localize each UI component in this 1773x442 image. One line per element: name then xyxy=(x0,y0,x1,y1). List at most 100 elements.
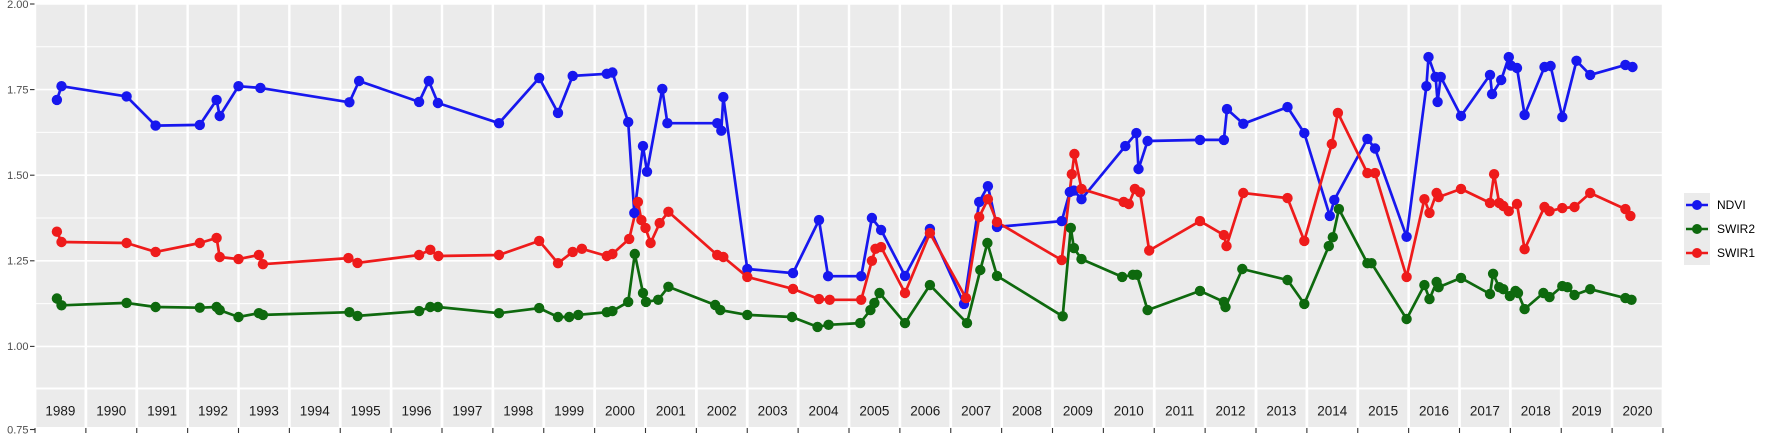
data-point xyxy=(856,271,867,282)
data-point xyxy=(1282,274,1293,286)
year-label: 1999 xyxy=(554,404,584,419)
data-point xyxy=(1625,210,1636,222)
data-point xyxy=(974,196,985,208)
year-strip-box xyxy=(1104,389,1153,427)
series-points-SWIR1 xyxy=(51,107,1636,305)
data-point xyxy=(1519,109,1530,121)
data-point xyxy=(629,207,640,219)
data-point xyxy=(899,270,911,282)
data-point xyxy=(433,250,444,262)
year-label: 2011 xyxy=(1165,404,1194,419)
data-point xyxy=(607,67,618,78)
legend-label-swir1: SWIR1 xyxy=(1717,246,1756,260)
year-strip-box xyxy=(850,389,899,427)
data-point xyxy=(663,281,674,292)
legend-entry-swir2: SWIR2 xyxy=(1684,217,1755,241)
data-point xyxy=(352,310,363,322)
data-point xyxy=(1324,210,1336,222)
data-point xyxy=(56,81,67,92)
data-point xyxy=(425,244,436,255)
legend-label-ndvi: NDVI xyxy=(1717,198,1746,212)
data-point xyxy=(1326,138,1338,150)
data-point xyxy=(1362,133,1373,145)
data-point xyxy=(534,302,545,314)
year-strip-box xyxy=(1359,389,1408,427)
year-label: 2012 xyxy=(1216,404,1246,419)
year-label: 2005 xyxy=(859,404,889,419)
data-point xyxy=(552,258,564,269)
y-axis-label: 2.00 xyxy=(7,0,28,11)
legend-entry-ndvi: NDVI xyxy=(1684,193,1755,217)
data-point xyxy=(1299,127,1310,139)
data-point xyxy=(353,75,365,87)
year-strip-box xyxy=(189,389,238,427)
data-point xyxy=(742,271,753,283)
data-point xyxy=(1544,291,1555,303)
data-point xyxy=(1056,254,1067,266)
data-point xyxy=(1585,69,1596,81)
series-points-SWIR2 xyxy=(51,203,1637,333)
data-point xyxy=(121,297,132,309)
data-point xyxy=(121,237,132,249)
year-label: 1998 xyxy=(503,404,533,419)
data-point xyxy=(1401,231,1412,242)
data-point xyxy=(413,305,425,317)
data-point xyxy=(787,283,799,295)
data-point xyxy=(567,246,578,258)
data-point xyxy=(552,107,564,119)
year-strip-box xyxy=(697,389,746,427)
data-point xyxy=(1557,111,1568,123)
data-point xyxy=(869,297,880,309)
y-axis-label: 1.25 xyxy=(7,256,28,268)
data-point xyxy=(1117,271,1128,283)
data-point xyxy=(1512,287,1524,299)
data-point xyxy=(607,248,618,260)
data-point xyxy=(663,206,674,217)
data-point xyxy=(564,311,575,323)
year-strip-box xyxy=(290,389,339,427)
data-point xyxy=(1323,240,1335,252)
year-label: 2008 xyxy=(1012,404,1042,419)
year-strip-box xyxy=(1003,389,1052,427)
data-point xyxy=(924,279,936,291)
data-point xyxy=(1237,263,1248,275)
data-point xyxy=(974,211,985,223)
data-point xyxy=(640,222,651,234)
data-point xyxy=(1562,282,1573,293)
year-strip-box xyxy=(36,389,85,427)
data-point xyxy=(344,307,355,318)
data-point xyxy=(1571,55,1582,66)
data-point xyxy=(1221,240,1232,252)
data-point xyxy=(1503,206,1515,217)
data-point xyxy=(632,196,644,208)
data-point xyxy=(899,287,911,299)
data-point xyxy=(1366,258,1377,269)
data-point xyxy=(56,300,67,311)
data-point xyxy=(1194,215,1206,227)
year-strip-box xyxy=(1257,389,1306,427)
data-point xyxy=(1544,206,1555,217)
data-point xyxy=(1057,311,1068,322)
data-point xyxy=(1369,167,1381,179)
data-point xyxy=(786,311,798,323)
data-point xyxy=(1585,187,1596,199)
data-point xyxy=(1424,293,1435,305)
data-point xyxy=(493,118,505,129)
year-strip-box xyxy=(443,389,492,427)
data-point xyxy=(255,82,266,94)
data-point xyxy=(1221,103,1233,115)
legend-label-swir2: SWIR2 xyxy=(1717,222,1756,236)
data-point xyxy=(822,271,834,282)
data-point xyxy=(875,241,887,253)
data-point xyxy=(1238,187,1249,199)
data-point xyxy=(813,293,825,305)
data-point xyxy=(413,249,425,261)
data-point xyxy=(742,263,753,275)
year-strip-box xyxy=(646,389,695,427)
data-point xyxy=(51,94,63,106)
year-strip-box xyxy=(1562,389,1611,427)
data-point xyxy=(1484,288,1496,300)
data-point xyxy=(1369,143,1381,154)
data-point xyxy=(214,110,225,122)
